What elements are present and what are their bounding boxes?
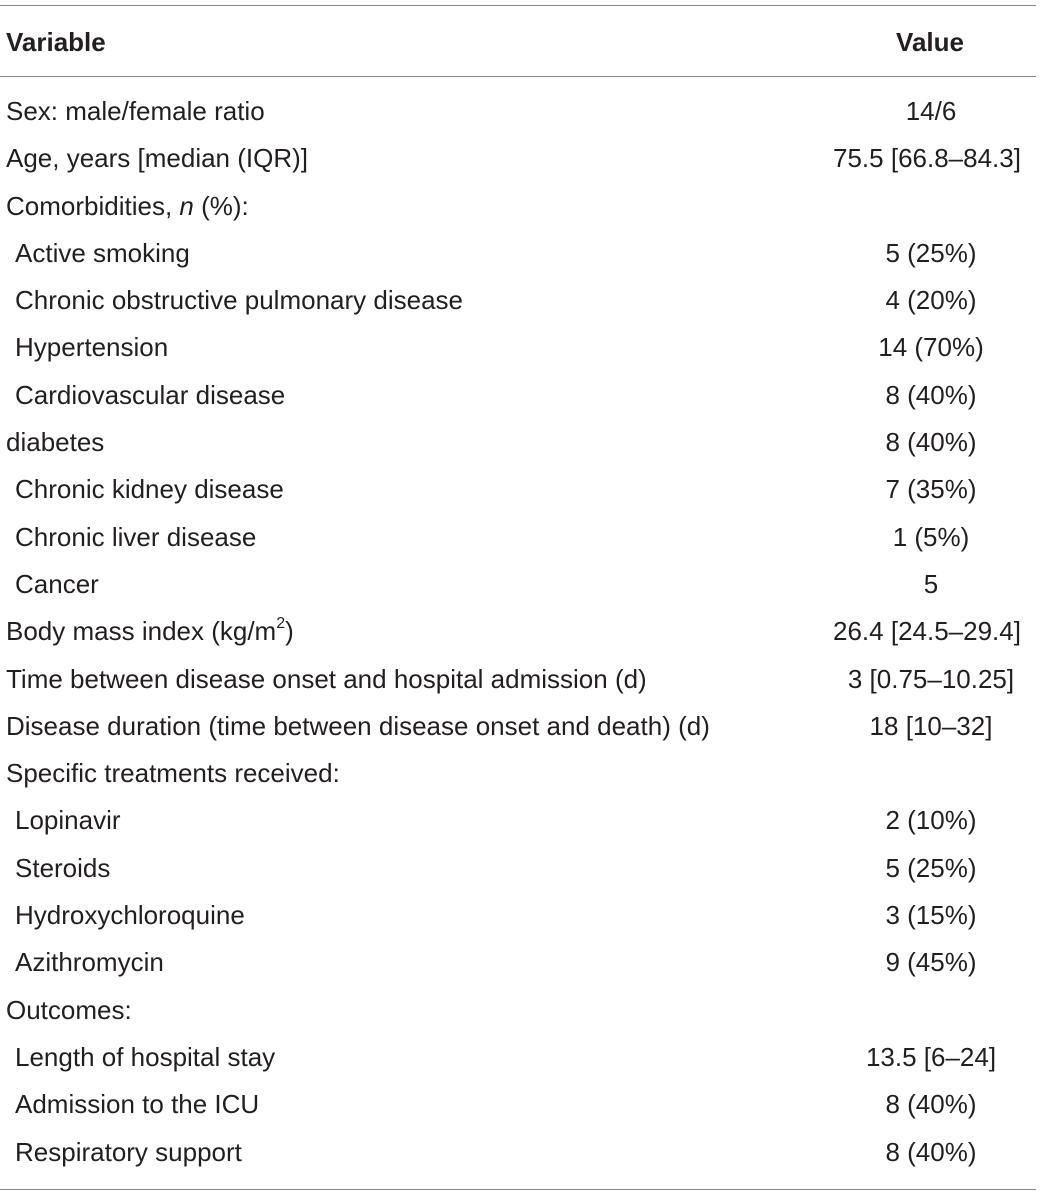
table-row: Chronic obstructive pulmonary disease 4 …: [0, 277, 1036, 324]
table-row: Admission to the ICU 8 (40%): [0, 1081, 1036, 1128]
row-value: 18 [10–32]: [869, 710, 993, 741]
table-row: Chronic kidney disease 7 (35%): [0, 466, 1036, 513]
row-value: 2 (10%): [885, 805, 977, 836]
table-row: Disease duration (time between disease o…: [0, 703, 1036, 750]
table-row: Cancer 5: [0, 561, 1036, 608]
row-variable: Outcomes:: [6, 994, 132, 1025]
table-row: Body mass index (kg/m2) 26.4 [24.5–29.4]: [0, 608, 1036, 655]
table-body: Sex: male/female ratio 14/6 Age, years […: [0, 88, 1036, 1176]
row-value: 3 [0.75–10.25]: [847, 663, 1015, 694]
table-row: Cardiovascular disease 8 (40%): [0, 372, 1036, 419]
table-row: Sex: male/female ratio 14/6: [0, 88, 1036, 135]
row-variable: Chronic kidney disease: [15, 474, 284, 505]
table-top-rule: [0, 5, 1036, 6]
row-value: 14/6: [905, 96, 957, 126]
table-header-rule: [0, 76, 1036, 77]
row-value: 4 (20%): [885, 285, 977, 316]
row-variable: Chronic liver disease: [15, 521, 257, 552]
row-variable: Sex: male/female ratio: [6, 96, 265, 126]
row-variable-superscript: 2: [276, 615, 286, 633]
row-value: 3 (15%): [885, 900, 977, 931]
row-variable: Specific treatments received:: [6, 758, 340, 789]
row-variable: Age, years [median (IQR)]: [6, 143, 308, 174]
table-row: Age, years [median (IQR)] 75.5 [66.8–84.…: [0, 135, 1036, 182]
row-variable: Lopinavir: [15, 805, 121, 836]
header-value: Value: [896, 27, 964, 57]
row-variable: Hydroxychloroquine: [15, 900, 245, 931]
row-value: 8 (40%): [885, 427, 977, 458]
table-row: Chronic liver disease 1 (5%): [0, 514, 1036, 561]
row-variable: Body mass index (kg/m2): [6, 608, 294, 655]
table-row: Steroids 5 (25%): [0, 845, 1036, 892]
row-variable: Time between disease onset and hospital …: [6, 663, 647, 694]
table-header: Variable Value: [0, 22, 1036, 62]
row-value: 14 (70%): [878, 332, 984, 363]
table-row: Specific treatments received:: [0, 750, 1036, 797]
row-value: 9 (45%): [885, 947, 977, 978]
row-variable: Active smoking: [15, 237, 190, 268]
table-row: Respiratory support 8 (40%): [0, 1129, 1036, 1176]
row-variable: Hypertension: [15, 332, 169, 363]
row-value: 8 (40%): [885, 1089, 977, 1120]
row-variable: Cardiovascular disease: [15, 379, 286, 410]
table-row: Length of hospital stay 13.5 [6–24]: [0, 1034, 1036, 1081]
row-value: 1 (5%): [892, 521, 970, 552]
row-variable: Admission to the ICU: [15, 1089, 260, 1120]
table-row: Lopinavir 2 (10%): [0, 797, 1036, 844]
row-value: 7 (35%): [885, 474, 977, 505]
row-variable-text: (%):: [193, 190, 249, 221]
table-row: Hydroxychloroquine 3 (15%): [0, 892, 1036, 939]
table-row: Comorbidities, n (%):: [0, 183, 1036, 230]
row-value: 5 (25%): [885, 237, 977, 268]
table-row: Hypertension 14 (70%): [0, 324, 1036, 371]
row-variable-italic: n: [179, 190, 194, 221]
row-value: 8 (40%): [885, 1136, 977, 1167]
row-variable: Respiratory support: [15, 1136, 242, 1167]
row-value: 26.4 [24.5–29.4]: [833, 616, 1021, 647]
row-variable-text: Body mass index (kg/m: [6, 616, 277, 647]
table-bottom-rule: [0, 1189, 1036, 1190]
row-value: 5 (25%): [885, 852, 977, 883]
row-variable: diabetes: [6, 427, 105, 458]
table-row: Azithromycin 9 (45%): [0, 939, 1036, 986]
row-variable: Azithromycin: [15, 947, 164, 978]
row-variable: Steroids: [15, 852, 111, 883]
row-value: 13.5 [6–24]: [865, 1041, 997, 1072]
row-variable: Cancer: [15, 568, 99, 599]
row-value: 8 (40%): [885, 379, 977, 410]
row-value: 5: [923, 568, 939, 599]
table-row: diabetes 8 (40%): [0, 419, 1036, 466]
row-variable-text: ): [285, 616, 294, 647]
header-variable: Variable: [6, 27, 106, 57]
row-value: 75.5 [66.8–84.3]: [833, 143, 1021, 174]
table-row: Outcomes:: [0, 987, 1036, 1034]
table-row: Active smoking 5 (25%): [0, 230, 1036, 277]
row-variable: Chronic obstructive pulmonary disease: [15, 285, 463, 316]
row-variable: Length of hospital stay: [15, 1041, 276, 1072]
row-variable: Disease duration (time between disease o…: [6, 710, 710, 741]
row-variable-text: Comorbidities,: [6, 190, 180, 221]
table-row: Time between disease onset and hospital …: [0, 656, 1036, 703]
row-variable: Comorbidities, n (%):: [6, 183, 249, 230]
